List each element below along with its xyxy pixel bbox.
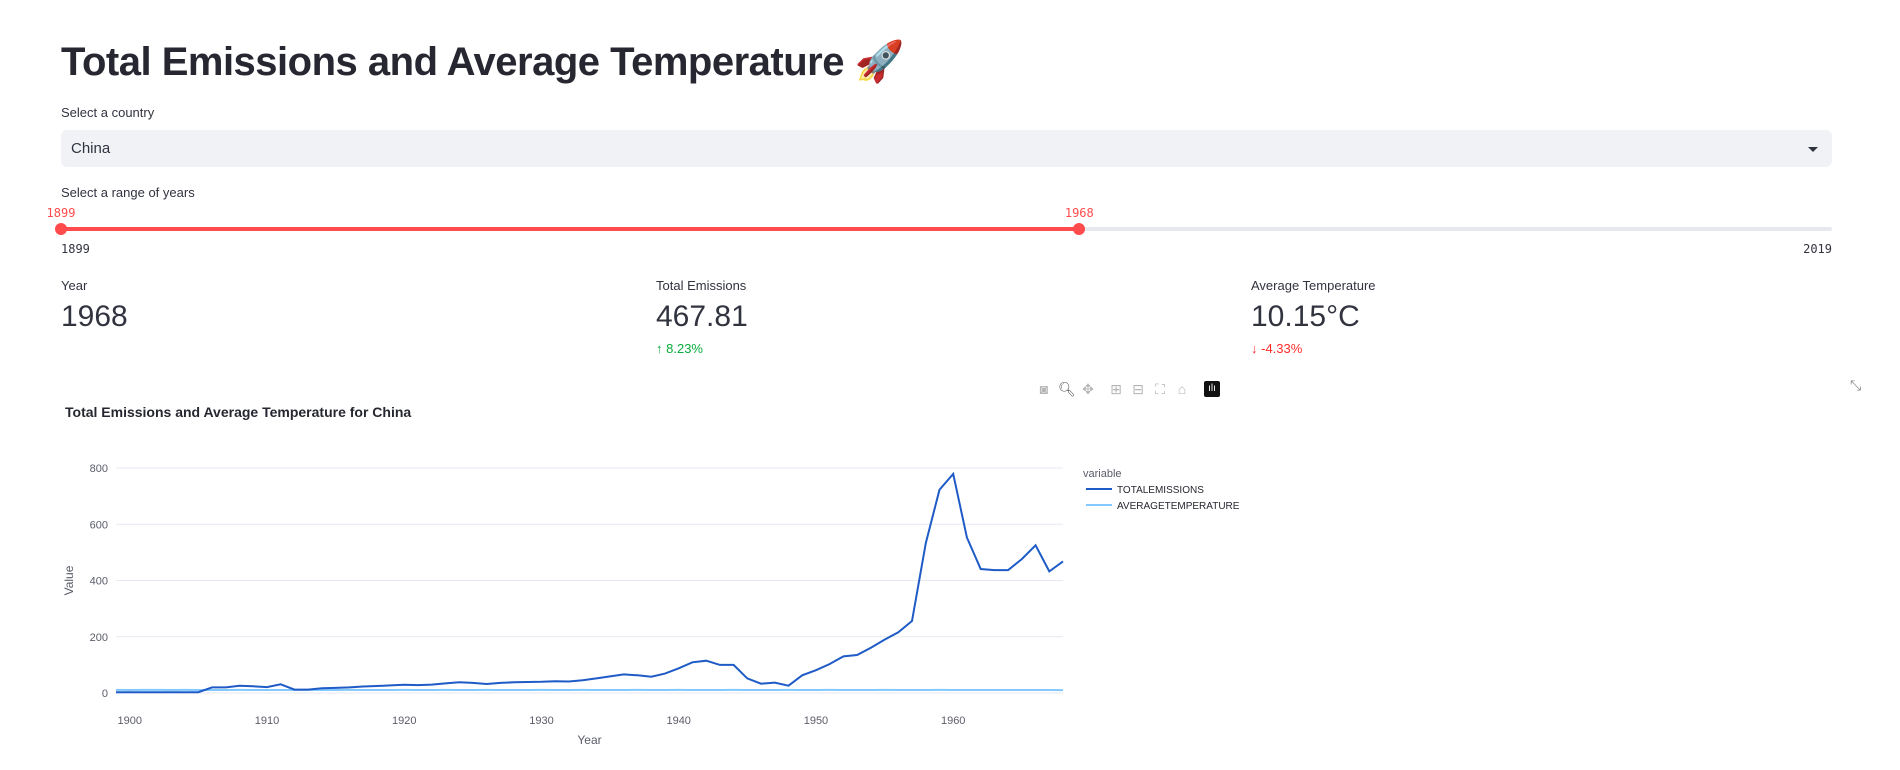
country-select[interactable]: China [61,130,1832,167]
metric-temperature-value: 10.15°C [1251,300,1360,333]
chart-title: Total Emissions and Average Temperature … [65,404,412,420]
metric-temperature-delta: ↓ -4.33% [1251,341,1302,356]
plotly-logo-icon[interactable]: ılı [1204,381,1220,397]
year-slider-high-handle[interactable] [1073,223,1086,235]
chevron-down-icon [1808,147,1818,152]
series-line-totalemissions [116,471,1064,694]
x-tick-label: 1930 [529,715,553,727]
page-title: Total Emissions and Average Temperature … [61,38,904,85]
arrow-down-icon: ↓ [1251,341,1258,356]
country-select-value: China [71,140,111,157]
autoscale-icon[interactable]: ⛶ [1155,381,1165,397]
zoom-in-icon[interactable]: ⊞ [1110,381,1122,397]
metric-emissions-delta: ↑ 8.23% [656,341,703,356]
legend-title: variable [1083,468,1122,480]
y-axis-label: Value [62,565,76,595]
y-tick-label: 0 [102,688,108,700]
year-slider-low-handle[interactable] [55,223,67,235]
y-tick-label: 200 [90,632,108,644]
x-tick-label: 1950 [804,715,828,727]
delta-text: -4.33% [1261,341,1303,356]
page-title-text: Total Emissions and Average Temperature [61,40,844,84]
pan-icon[interactable]: ✥ [1082,381,1094,397]
year-slider-label: Select a range of years [61,185,195,200]
x-tick-label: 1920 [392,715,416,727]
line-chart: 0 200 400 600 800 1900 1910 1920 1930 1940 1950 196… [62,463,1240,747]
y-tick-label: 400 [90,576,108,588]
fullscreen-icon[interactable]: ⤡ [1850,377,1862,393]
y-tick-label: 600 [90,519,108,531]
zoom-icon[interactable]: 🔍︎ [1058,381,1076,397]
country-select-label: Select a country [61,105,155,120]
delta-text: 8.23% [666,341,703,356]
x-axis-label: Year [577,733,601,747]
zoom-out-icon[interactable]: ⊟ [1132,381,1144,397]
year-slider-min-label: 1899 [61,242,90,256]
y-tick-label: 800 [90,463,108,475]
year-slider-max-label: 2019 [1803,242,1832,256]
rocket-icon: 🚀 [854,40,905,84]
metric-year-value: 1968 [61,300,128,333]
legend-item: TOTALEMISSIONS [1117,485,1204,496]
reset-axes-icon[interactable]: ⌂ [1177,381,1187,397]
metric-emissions-value: 467.81 [656,300,748,333]
year-slider-low-value: 1899 [46,206,76,220]
year-slider-fill [61,227,1080,231]
metric-emissions-label: Total Emissions [656,278,747,293]
x-tick-label: 1960 [941,715,965,727]
plot-modebar: ◙ 🔍︎ ✥ ⊞ ⊟ ⛶ ⌂ ılı [1036,380,1220,398]
year-slider-high-value: 1968 [1064,206,1094,220]
arrow-up-icon: ↑ [656,341,663,356]
x-tick-label: 1910 [255,715,279,727]
x-tick-label: 1900 [117,715,141,727]
metric-year-label: Year [61,278,88,293]
x-tick-label: 1940 [666,715,690,727]
legend-item: AVERAGETEMPERATURE [1117,501,1240,512]
camera-icon[interactable]: ◙ [1039,381,1049,397]
metric-temperature-label: Average Temperature [1251,278,1376,293]
